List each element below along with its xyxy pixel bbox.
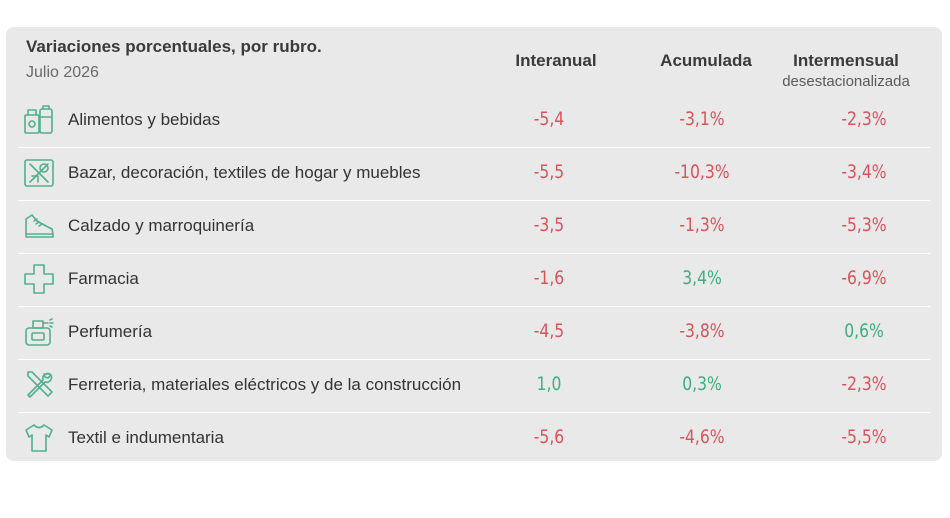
cell-interanual: -5,6 bbox=[533, 426, 565, 448]
row-label: Bazar, decoración, textiles de hogar y m… bbox=[68, 163, 421, 182]
pharmacy-cross-icon bbox=[24, 264, 54, 294]
cell-acumulada: 0,3% bbox=[682, 373, 722, 395]
cell-intermensual: -3,4% bbox=[841, 161, 887, 183]
table-row: Ferreteria, materiales eléctricos y de l… bbox=[18, 360, 930, 413]
cell-interanual: -1,6 bbox=[533, 267, 565, 289]
table-subtitle: Julio 2026 bbox=[26, 64, 99, 81]
tools-icon bbox=[27, 371, 53, 398]
cell-acumulada: -3,8% bbox=[679, 320, 725, 342]
row-label: Perfumería bbox=[68, 322, 153, 341]
home-goods-icon bbox=[24, 159, 54, 187]
row-label: Calzado y marroquinería bbox=[68, 216, 255, 235]
table-row: Textil e indumentaria -5,6 -4,6% -5,5% bbox=[18, 413, 930, 465]
table-row: Calzado y marroquinería -3,5 -1,3% -5,3% bbox=[18, 201, 930, 254]
cell-interanual: -5,4 bbox=[533, 108, 565, 130]
cell-interanual: 1,0 bbox=[536, 373, 562, 395]
column-header-label: Intermensual bbox=[793, 51, 899, 70]
shirt-icon bbox=[25, 424, 53, 452]
cell-intermensual: -6,9% bbox=[841, 267, 887, 289]
table-row: Bazar, decoración, textiles de hogar y m… bbox=[18, 148, 930, 201]
column-header-interanual: Interanual bbox=[486, 51, 626, 71]
cell-acumulada: -4,6% bbox=[679, 426, 725, 448]
grocery-bag-icon bbox=[24, 105, 53, 134]
cell-intermensual: -5,3% bbox=[841, 214, 887, 236]
cell-interanual: -5,5 bbox=[533, 161, 565, 183]
cell-intermensual: -2,3% bbox=[841, 108, 887, 130]
cell-intermensual: 0,6% bbox=[844, 320, 884, 342]
row-label: Textil e indumentaria bbox=[68, 428, 224, 447]
shoe-icon bbox=[25, 214, 54, 238]
column-header-sublabel: desestacionalizada bbox=[782, 73, 910, 90]
row-label: Ferreteria, materiales eléctricos y de l… bbox=[68, 375, 462, 394]
column-header-acumulada: Acumulada bbox=[631, 51, 781, 71]
table-title: Variaciones porcentuales, por rubro. bbox=[26, 37, 322, 56]
column-header-intermensual: Intermensual desestacionalizada bbox=[756, 51, 936, 90]
cell-intermensual: -5,5% bbox=[841, 426, 887, 448]
cell-interanual: -4,5 bbox=[533, 320, 565, 342]
cell-acumulada: 3,4% bbox=[682, 267, 722, 289]
cell-interanual: -3,5 bbox=[533, 214, 565, 236]
cell-acumulada: -1,3% bbox=[679, 214, 725, 236]
row-label: Alimentos y bebidas bbox=[68, 110, 221, 129]
table-body: Alimentos y bebidas -5,4 -3,1% -2,3% Baz… bbox=[18, 95, 930, 465]
cell-acumulada: -3,1% bbox=[679, 108, 725, 130]
column-header-label: Interanual bbox=[515, 51, 597, 70]
perfume-bottle-icon bbox=[25, 318, 54, 346]
table-row: Alimentos y bebidas -5,4 -3,1% -2,3% bbox=[18, 95, 930, 148]
table-card: Variaciones porcentuales, por rubro. Jul… bbox=[6, 27, 942, 461]
row-label: Farmacia bbox=[68, 269, 139, 288]
table-row: Perfumería -4,5 -3,8% 0,6% bbox=[18, 307, 930, 360]
cell-intermensual: -2,3% bbox=[841, 373, 887, 395]
cell-acumulada: -10,3% bbox=[674, 161, 730, 183]
column-header-label: Acumulada bbox=[660, 51, 752, 70]
table-row: Farmacia -1,6 3,4% -6,9% bbox=[18, 254, 930, 307]
